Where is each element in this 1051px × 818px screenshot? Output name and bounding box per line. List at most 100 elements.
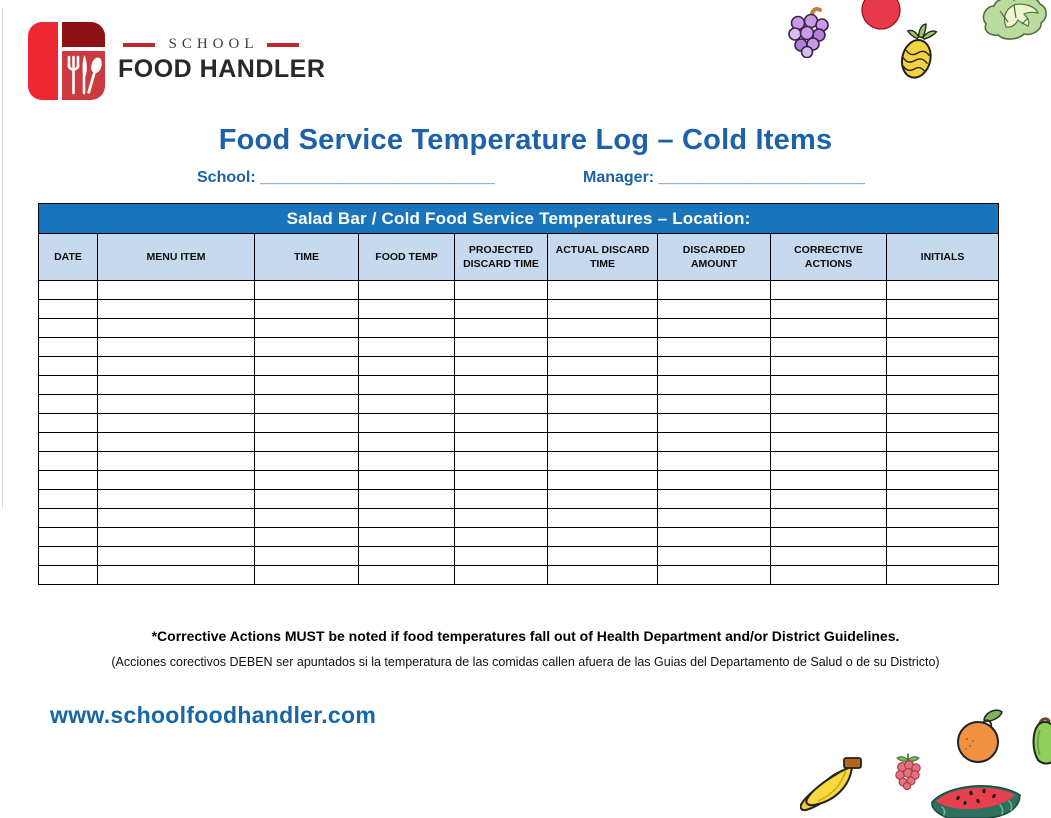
table-header-row: DATE MENU ITEM TIME FOOD TEMP PROJECTED DISC… xyxy=(38,233,1000,281)
table-cell xyxy=(770,432,887,452)
table-cell xyxy=(885,508,1000,528)
table-cell xyxy=(770,508,887,528)
table-row xyxy=(38,413,1000,433)
table-row xyxy=(38,375,1000,395)
table-cell xyxy=(454,489,548,509)
watermelon-icon xyxy=(931,785,1021,818)
table-cell xyxy=(358,375,455,395)
table-cell xyxy=(657,489,771,509)
table-cell xyxy=(770,489,887,509)
table-cell xyxy=(454,451,548,471)
table-cell xyxy=(358,299,455,319)
table-cell xyxy=(97,451,255,471)
table-cell xyxy=(547,451,658,471)
corrective-actions-note-english: *Corrective Actions MUST be noted if foo… xyxy=(151,628,900,644)
table-cell xyxy=(770,280,887,300)
table-cell xyxy=(358,451,455,471)
table-row xyxy=(38,508,1000,528)
table-cell xyxy=(885,565,1000,585)
table-cell xyxy=(97,413,255,433)
table-cell xyxy=(254,489,359,509)
table-row xyxy=(38,565,1000,585)
table-cell xyxy=(885,375,1000,395)
table-cell xyxy=(454,318,548,338)
logo-school-label: SCHOOL xyxy=(168,36,259,52)
table-row xyxy=(38,527,1000,547)
table-cell xyxy=(358,565,455,585)
table-cell xyxy=(770,565,887,585)
table-cell xyxy=(657,565,771,585)
table-cell xyxy=(657,451,771,471)
table-cell xyxy=(254,394,359,414)
table-cell xyxy=(657,413,771,433)
lettuce-icon xyxy=(982,0,1047,40)
logo-foodhandler-label: FOOD HANDLER xyxy=(118,55,326,83)
column-header-corrective-actions: CORRECTIVE ACTIONS xyxy=(770,233,887,281)
logo-dash-left xyxy=(123,42,156,47)
table-cell xyxy=(657,337,771,357)
table-cell xyxy=(657,508,771,528)
table-cell xyxy=(454,337,548,357)
table-cell xyxy=(770,413,887,433)
table-cell xyxy=(547,356,658,376)
table-cell xyxy=(885,451,1000,471)
table-cell xyxy=(254,280,359,300)
table-cell xyxy=(885,470,1000,490)
table-cell xyxy=(358,280,455,300)
table-cell xyxy=(254,413,359,433)
table-cell xyxy=(454,299,548,319)
table-cell xyxy=(38,489,98,509)
table-row xyxy=(38,299,1000,319)
column-header-time: TIME xyxy=(254,233,359,281)
table-cell xyxy=(358,489,455,509)
table-cell xyxy=(657,432,771,452)
table-banner-row: Salad Bar / Cold Food Service Temperatur… xyxy=(37,203,1000,234)
table-cell xyxy=(97,375,255,395)
page-title: Food Service Temperature Log – Cold Item… xyxy=(218,124,833,156)
table-cell xyxy=(97,527,255,547)
banana-icon xyxy=(800,757,862,812)
table-cell xyxy=(97,356,255,376)
raspberry-icon xyxy=(895,753,921,790)
fork-icon xyxy=(67,55,80,95)
table-cell xyxy=(254,318,359,338)
table-cell xyxy=(770,470,887,490)
table-cell xyxy=(657,470,771,490)
school-field: School: _________________________ xyxy=(197,169,495,187)
table-row xyxy=(38,432,1000,452)
table-cell xyxy=(38,299,98,319)
table-cell xyxy=(254,565,359,585)
table-cell xyxy=(547,394,658,414)
table-cell xyxy=(358,356,455,376)
table-cell xyxy=(97,318,255,338)
school-label: School: xyxy=(197,169,256,186)
table-cell xyxy=(547,489,658,509)
table-row xyxy=(38,546,1000,566)
table-cell xyxy=(97,489,255,509)
table-banner: Salad Bar / Cold Food Service Temperatur… xyxy=(37,203,1000,234)
table-cell xyxy=(885,546,1000,566)
table-row xyxy=(38,489,1000,509)
website-link[interactable]: www.schoolfoodhandler.com xyxy=(50,702,377,728)
table-cell xyxy=(38,413,98,433)
table-cell xyxy=(547,527,658,547)
table-cell xyxy=(38,451,98,471)
table-cell xyxy=(97,394,255,414)
table-cell xyxy=(358,546,455,566)
pineapple-icon xyxy=(900,23,938,79)
table-cell xyxy=(254,508,359,528)
school-food-handler-logo-icon xyxy=(28,22,105,100)
table-row xyxy=(38,318,1000,338)
table-cell xyxy=(454,565,548,585)
table-cell xyxy=(657,280,771,300)
table-cell xyxy=(38,565,98,585)
table-cell xyxy=(657,546,771,566)
table-cell xyxy=(358,527,455,547)
table-cell xyxy=(38,432,98,452)
table-cell xyxy=(358,470,455,490)
table-cell xyxy=(254,470,359,490)
table-cell xyxy=(38,337,98,357)
table-cell xyxy=(885,356,1000,376)
table-cell xyxy=(454,394,548,414)
